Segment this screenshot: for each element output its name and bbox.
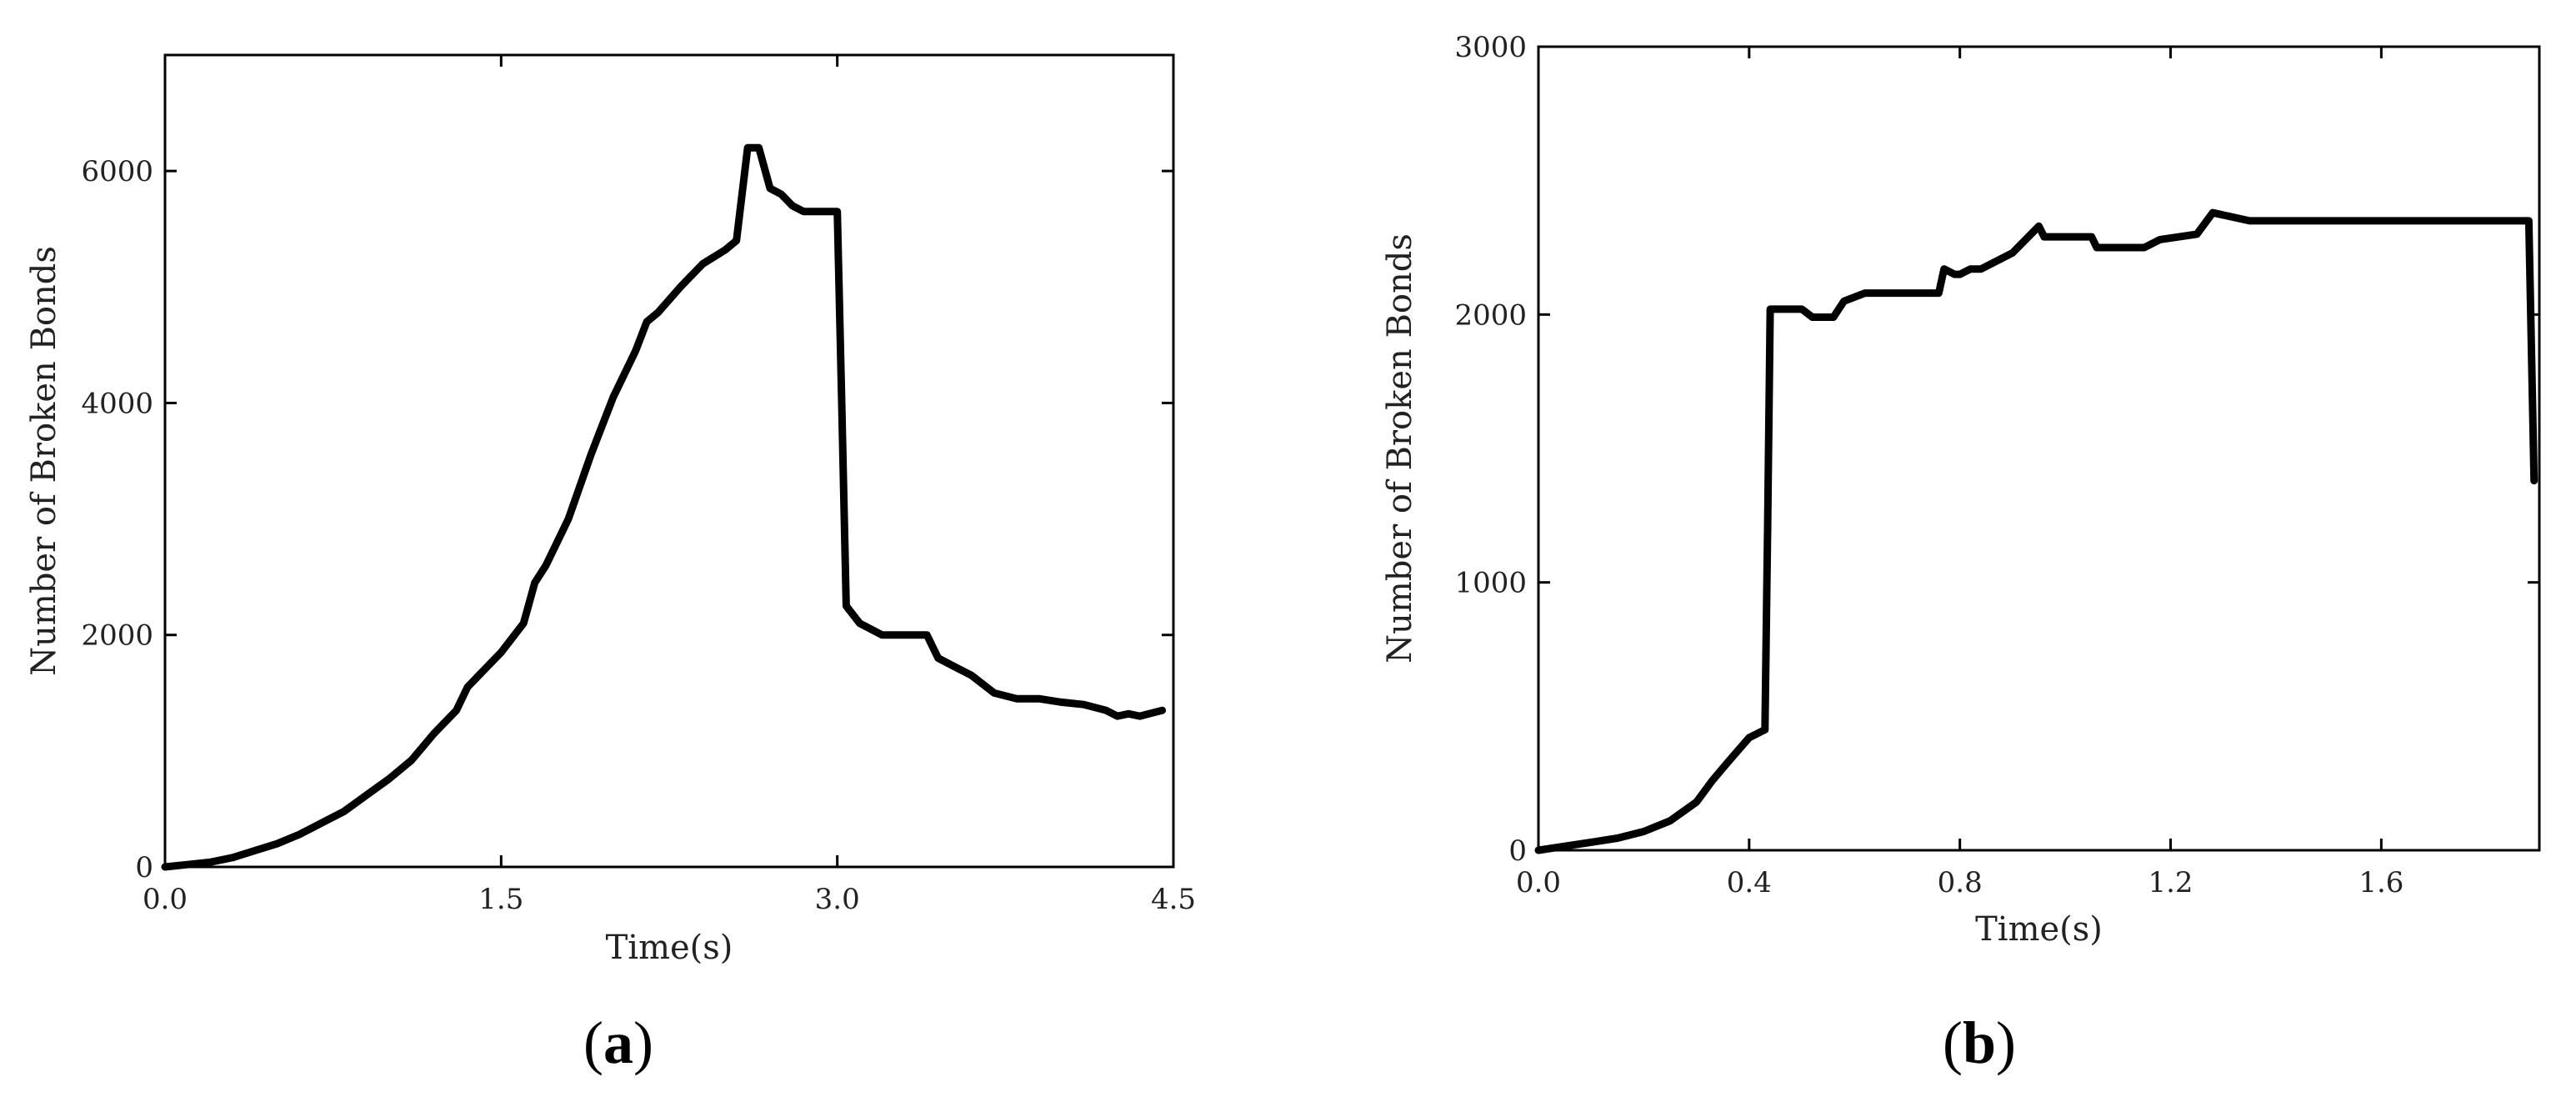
plot-frame [163, 53, 1175, 869]
panel-letter: b [1963, 1009, 1996, 1076]
x-axis-label: Time(s) [1975, 910, 2103, 949]
y-axis-label: Number of Broken Bonds [25, 246, 63, 676]
x-tick-label: 1.5 [478, 883, 523, 916]
panel-letter: a [603, 1009, 633, 1076]
y-tick-label: 2000 [1454, 298, 1527, 332]
x-axis-label: Time(s) [606, 929, 733, 967]
chart-panel-b: 0.0 0.4 0.8 1.2 1.6 0 1000 2000 3000 Time(s) Numbe… [1381, 31, 2541, 1076]
y-tick-label: 0 [1508, 834, 1527, 868]
x-tick-label: 3.0 [815, 883, 860, 916]
panel-label: (b) [1943, 1009, 2016, 1076]
y-tick-label: 2000 [81, 619, 153, 653]
x-tick-label: 0.4 [1727, 866, 1772, 899]
x-tick-label: 0.8 [1938, 866, 1983, 899]
x-tick-label: 0.0 [1516, 866, 1561, 899]
y-tick-label: 1000 [1454, 567, 1527, 600]
y-tick-label: 4000 [81, 387, 153, 420]
x-tick-label: 1.2 [2148, 866, 2193, 899]
y-tick-label: 3000 [1454, 31, 1527, 64]
series-line [1534, 208, 2538, 854]
y-tick-label: 0 [135, 851, 153, 884]
y-tick-label: 6000 [81, 155, 153, 188]
panel-label: (a) [583, 1009, 653, 1076]
x-tick-label: 4.5 [1151, 883, 1196, 916]
chart-panel-a: 0.0 1.5 3.0 4.5 0 2000 4000 6000 Time(s) Number o… [25, 53, 1196, 1076]
plot-frame [1537, 45, 2541, 852]
y-axis-label: Number of Broken Bonds [1381, 233, 1419, 664]
series-line [161, 143, 1167, 871]
x-tick-label: 0.0 [143, 883, 188, 916]
x-tick-label: 1.6 [2358, 866, 2403, 899]
